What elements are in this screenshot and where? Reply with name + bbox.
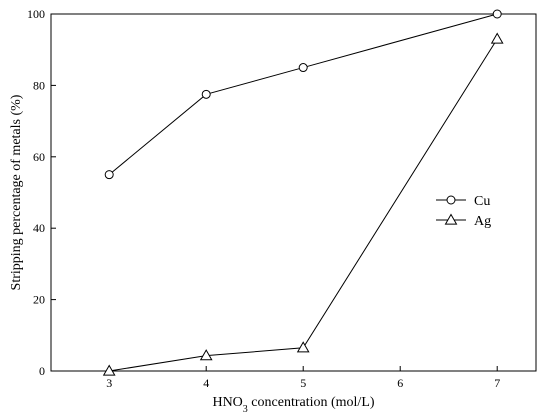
plot-frame	[50, 13, 537, 372]
y-tick-label: 60	[33, 150, 45, 164]
data-point-ag	[199, 349, 213, 361]
y-axis-label: Stripping percentage of metals (%)	[9, 94, 24, 290]
x-axis-ticks: 3 4 5 6 7	[106, 366, 500, 390]
data-point-cu	[104, 170, 114, 180]
series-layer	[102, 9, 504, 376]
legend-label-ag: Ag	[474, 214, 491, 229]
data-point-ag	[296, 341, 310, 353]
x-axis-label: HNO3 concentration (mol/L)	[212, 395, 374, 414]
series-ag	[102, 32, 504, 376]
y-tick-label: 100	[27, 7, 45, 21]
series-line-ag	[109, 38, 498, 372]
series-line-cu	[108, 13, 498, 176]
x-tick-label: 6	[397, 376, 403, 390]
y-tick-label: 40	[33, 221, 45, 235]
data-point-cu	[492, 9, 502, 19]
legend-item-cu: Cu	[436, 194, 490, 209]
legend-item-ag: Ag	[436, 213, 491, 229]
data-point-cu	[298, 63, 308, 73]
legend-marker-cu	[446, 195, 456, 205]
y-tick-label: 0	[39, 364, 45, 378]
series-cu	[104, 9, 502, 180]
data-point-cu	[201, 89, 211, 99]
data-point-ag	[102, 364, 116, 376]
legend-label-cu: Cu	[474, 194, 490, 209]
x-tick-label: 7	[494, 376, 500, 390]
data-point-ag	[490, 32, 504, 44]
legend-marker-ag	[444, 213, 458, 225]
y-axis-ticks: 0 20 40 60 80 100	[27, 7, 56, 378]
y-tick-label: 20	[33, 293, 45, 307]
x-tick-label: 5	[300, 376, 306, 390]
legend: Cu Ag	[436, 194, 491, 229]
x-tick-label: 3	[106, 376, 112, 390]
x-tick-label: 4	[203, 376, 209, 390]
y-tick-label: 80	[33, 78, 45, 92]
